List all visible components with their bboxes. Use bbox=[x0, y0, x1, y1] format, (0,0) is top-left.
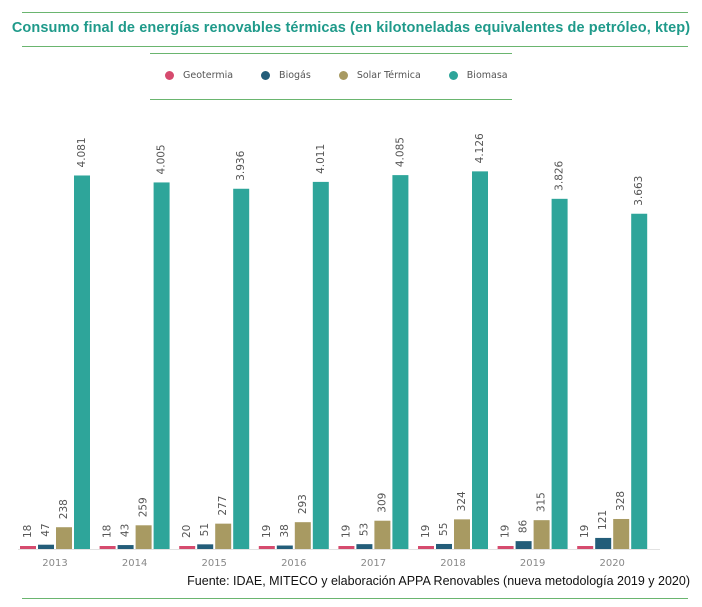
bar-geotermia-2016 bbox=[258, 546, 275, 549]
bar-biomasa-2016 bbox=[312, 181, 329, 549]
bar-geotermia-2018 bbox=[418, 546, 434, 549]
bar-solar-termica-2017 bbox=[374, 520, 391, 549]
data-label-geotermia-2014: 18 bbox=[102, 525, 114, 538]
bar-solar-termica-2018 bbox=[454, 519, 470, 549]
data-label-biogas-2015: 51 bbox=[199, 523, 211, 536]
data-label-biomasa-2019: 3.826 bbox=[554, 160, 566, 190]
legend-swatch-biomasa bbox=[448, 70, 458, 80]
bar-biomasa-2013 bbox=[74, 175, 90, 549]
legend-divider-bottom bbox=[150, 99, 512, 100]
data-label-biogas-2018: 55 bbox=[438, 523, 450, 536]
data-label-solar-termica-2016: 293 bbox=[297, 494, 309, 514]
data-label-biomasa-2013: 4.081 bbox=[76, 137, 88, 167]
bar-solar-termica-2014 bbox=[135, 525, 152, 549]
legend-label-geotermia: Geotermia bbox=[183, 69, 234, 81]
x-tick-label-2013: 2013 bbox=[42, 558, 67, 569]
bar-geotermia-2020 bbox=[577, 546, 594, 549]
data-label-solar-termica-2017: 309 bbox=[376, 493, 388, 513]
bar-biomasa-2015 bbox=[233, 188, 250, 550]
x-tick-label-2017: 2017 bbox=[361, 558, 386, 569]
bar-biogas-2017 bbox=[356, 544, 373, 549]
data-label-biogas-2019: 86 bbox=[518, 519, 530, 533]
source-note: Fuente: IDAE, MITECO y elaboración APPA … bbox=[187, 574, 690, 588]
bar-biogas-2019 bbox=[515, 541, 532, 549]
x-tick-label-2019: 2019 bbox=[520, 558, 545, 569]
data-label-biogas-2017: 53 bbox=[358, 523, 370, 536]
x-tick-label-2020: 2020 bbox=[599, 558, 624, 569]
x-tick-label-2016: 2016 bbox=[281, 558, 306, 569]
bar-biomasa-2020 bbox=[631, 213, 648, 549]
legend-swatch-biogas bbox=[261, 70, 271, 80]
bar-geotermia-2019 bbox=[497, 546, 514, 549]
data-label-biogas-2013: 47 bbox=[40, 523, 52, 536]
bar-biogas-2018 bbox=[436, 543, 452, 549]
legend-label-biogas: Biogás bbox=[279, 69, 311, 81]
data-label-geotermia-2016: 19 bbox=[261, 525, 273, 538]
bar-biomasa-2018 bbox=[472, 171, 488, 550]
bar-biogas-2020 bbox=[595, 537, 612, 549]
data-label-biomasa-2015: 3.936 bbox=[235, 150, 247, 180]
data-label-biomasa-2020: 3.663 bbox=[633, 176, 645, 206]
legend-item-biomasa: Biomasa bbox=[448, 69, 508, 81]
bar-biogas-2015 bbox=[197, 544, 214, 549]
data-label-solar-termica-2020: 328 bbox=[615, 491, 627, 511]
bar-solar-termica-2019 bbox=[533, 520, 550, 549]
legend-item-biogas: Biogás bbox=[261, 70, 311, 81]
data-label-biomasa-2014: 4.005 bbox=[156, 144, 168, 174]
data-label-solar-termica-2018: 324 bbox=[456, 491, 468, 511]
legend-label-biomasa: Biomasa bbox=[466, 69, 508, 81]
bar-solar-termica-2013 bbox=[56, 527, 72, 549]
data-label-solar-termica-2019: 315 bbox=[536, 492, 548, 512]
legend-divider-top bbox=[150, 53, 512, 54]
legend-item-geotermia: Geotermia bbox=[165, 70, 233, 81]
bar-biomasa-2019 bbox=[551, 198, 568, 549]
bar-geotermia-2013 bbox=[20, 546, 36, 549]
bar-biomasa-2014 bbox=[153, 182, 170, 549]
data-label-geotermia-2015: 20 bbox=[181, 525, 193, 538]
data-label-biogas-2016: 38 bbox=[279, 524, 291, 537]
legend-item-solar-termica: Solar Térmica bbox=[338, 69, 421, 81]
bar-geotermia-2014 bbox=[99, 546, 116, 549]
bar-solar-termica-2020 bbox=[613, 518, 630, 549]
data-label-biogas-2014: 43 bbox=[120, 524, 132, 537]
data-label-geotermia-2017: 19 bbox=[340, 525, 352, 538]
legend-label-solar-termica: Solar Térmica bbox=[356, 69, 421, 81]
data-label-solar-termica-2013: 238 bbox=[58, 499, 70, 519]
bar-solar-termica-2015 bbox=[215, 523, 232, 549]
data-label-geotermia-2020: 19 bbox=[579, 525, 591, 538]
data-label-biomasa-2018: 4.126 bbox=[474, 133, 486, 163]
data-label-biogas-2020: 121 bbox=[597, 510, 609, 530]
bar-biomasa-2017 bbox=[392, 175, 409, 549]
legend-swatch-geotermia bbox=[165, 70, 174, 80]
bar-biogas-2016 bbox=[276, 545, 293, 549]
chart-legend: Geotermia Biogás Solar Térmica Biomasa bbox=[165, 67, 536, 83]
x-tick-label-2015: 2015 bbox=[201, 558, 226, 569]
bar-geotermia-2017 bbox=[338, 546, 355, 549]
title-divider bbox=[22, 12, 688, 13]
bar-biogas-2014 bbox=[117, 545, 134, 549]
x-tick-label-2018: 2018 bbox=[440, 558, 465, 569]
data-label-geotermia-2019: 19 bbox=[500, 525, 512, 538]
data-label-solar-termica-2015: 277 bbox=[217, 496, 229, 516]
bar-biogas-2013 bbox=[38, 544, 54, 549]
chart-title: Consumo final de energías renovables tér… bbox=[11, 20, 691, 36]
bar-geotermia-2015 bbox=[179, 546, 196, 549]
data-label-solar-termica-2014: 259 bbox=[138, 497, 150, 517]
data-label-biomasa-2017: 4.085 bbox=[394, 137, 406, 167]
title-divider-bottom bbox=[22, 46, 688, 47]
legend-swatch-solar-termica bbox=[338, 70, 348, 80]
x-tick-label-2014: 2014 bbox=[122, 558, 147, 569]
footer-divider bbox=[22, 598, 688, 599]
bar-solar-termica-2016 bbox=[294, 522, 311, 549]
data-label-geotermia-2018: 19 bbox=[420, 525, 432, 538]
data-label-biomasa-2016: 4.011 bbox=[315, 144, 327, 174]
data-label-geotermia-2013: 18 bbox=[22, 525, 34, 538]
